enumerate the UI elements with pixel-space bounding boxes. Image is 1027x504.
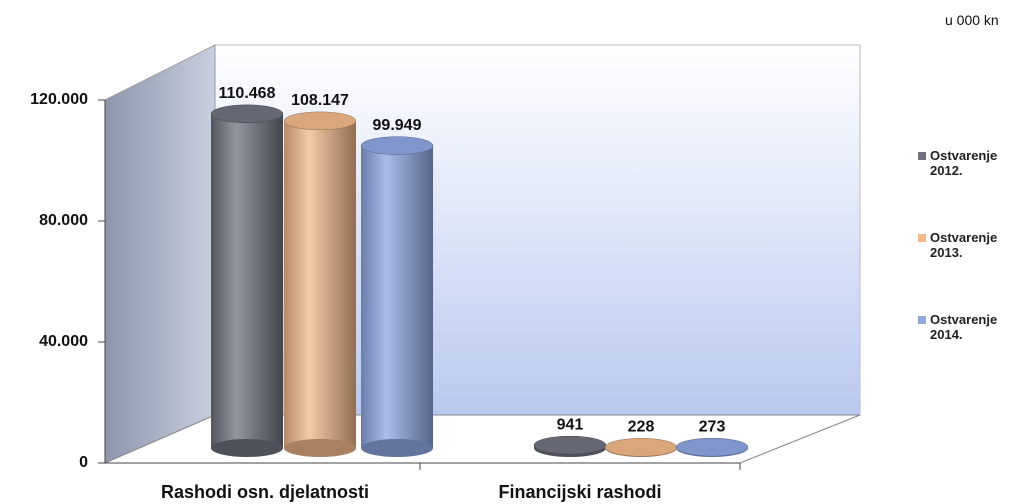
bar-bottom [284,439,356,457]
x-tick-label: Rashodi osn. djelatnosti [161,482,369,502]
legend-label: Ostvarenje 2013. [930,230,998,260]
bar [361,145,433,448]
bar-top [210,104,284,124]
bar-top [533,435,607,455]
value-label: 273 [699,418,726,435]
value-label: 110.468 [219,85,276,102]
legend-swatch [918,234,926,242]
unit-label: u 000 kn [945,12,999,28]
bar-top [604,438,678,457]
y-tick-label: 0 [79,454,88,471]
y-tick-label: 80.000 [39,212,88,229]
bar-bottom [361,439,433,457]
value-label: 228 [628,419,655,436]
value-label: 108.147 [291,92,349,109]
value-label: 941 [557,416,584,433]
legend-item: Ostvarenje 2014. [918,312,1023,342]
y-tick-label: 40.000 [39,333,88,350]
legend-swatch [918,316,926,324]
bar-top [283,111,357,131]
bar-bottom [211,439,283,457]
bar-top [675,437,749,457]
x-tick-label: Financijski rashodi [498,482,661,502]
bar-top [360,136,434,155]
bar [211,113,283,449]
legend-label: Ostvarenje 2014. [930,312,998,342]
y-tick-label: 120.000 [30,91,88,108]
bar [284,120,356,449]
legend-item: Ostvarenje 2013. [918,230,1023,260]
value-label: 99.949 [373,117,422,134]
legend-swatch [918,152,926,160]
legend-item: Ostvarenje 2012. [918,148,1023,178]
legend-label: Ostvarenje 2012. [930,148,998,178]
side-wall [104,44,216,464]
